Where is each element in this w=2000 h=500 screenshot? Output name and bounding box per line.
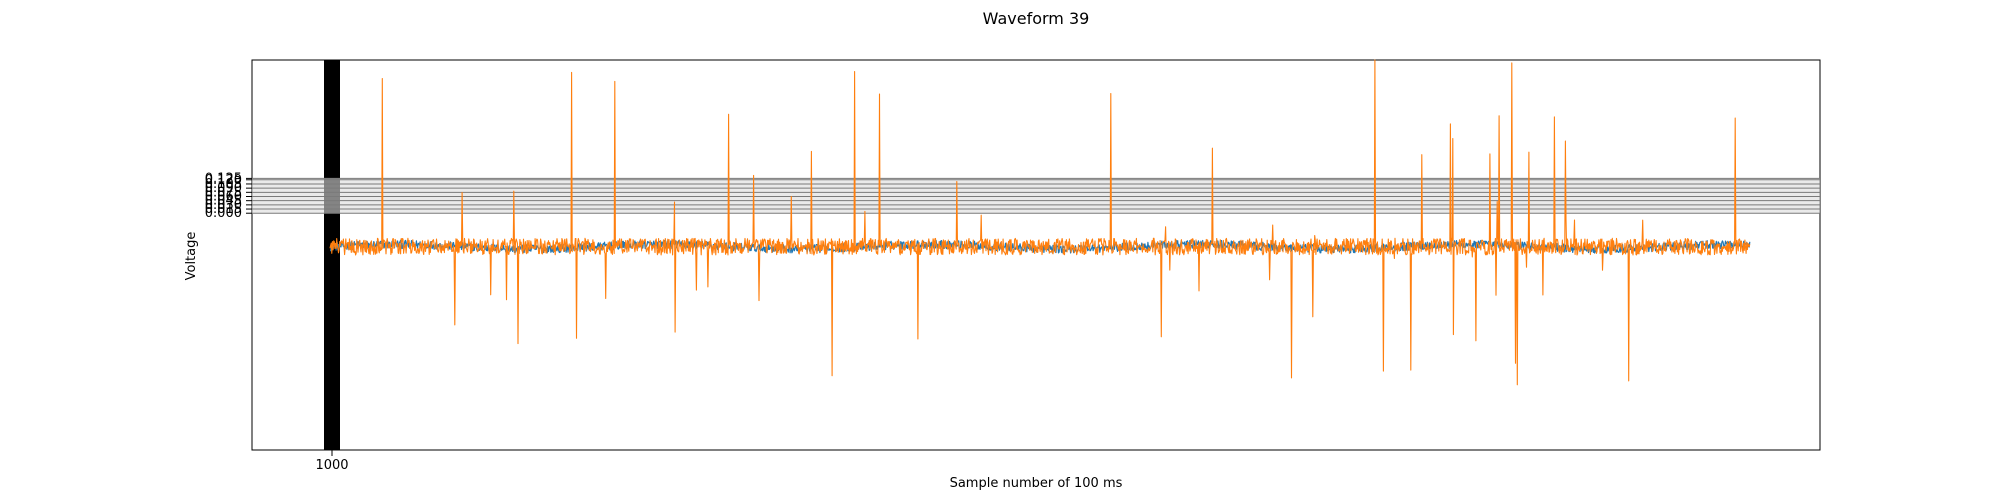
- series-lines: [329, 59, 1751, 386]
- grid-lines: [252, 177, 1820, 214]
- plot-frame-rect: [251, 59, 1821, 451]
- y-tick-label-1: 0.015: [205, 202, 242, 217]
- plot-frame: [251, 59, 1821, 451]
- y-tick-label-2: 0.030: [205, 198, 242, 213]
- y-tick-label-5: 0.075: [205, 185, 242, 200]
- series-line-1: [329, 59, 1751, 386]
- x-tick-label-0: 1000: [315, 458, 348, 473]
- y-tick-label-4: 0.060: [205, 190, 242, 205]
- y-tick-label-6: 0.090: [205, 181, 242, 196]
- chart-title: Waveform 39: [983, 9, 1090, 28]
- x-ticks: 1000: [315, 450, 349, 473]
- black-overplot-bar: [324, 60, 340, 450]
- y-axis-label: Voltage: [184, 232, 199, 281]
- x-axis-label: Sample number of 100 ms: [950, 476, 1123, 491]
- y-ticks: 0.0000.0150.0300.0450.0600.0750.0900.105…: [205, 171, 252, 221]
- y-tick-label-3: 0.045: [205, 194, 242, 209]
- y-tick-label-0: 0.000: [205, 206, 242, 221]
- y-tick-label-7: 0.105: [205, 177, 242, 192]
- y-tick-label-9: 0.125: [205, 171, 242, 186]
- y-tick-label-8: 0.120: [205, 173, 242, 188]
